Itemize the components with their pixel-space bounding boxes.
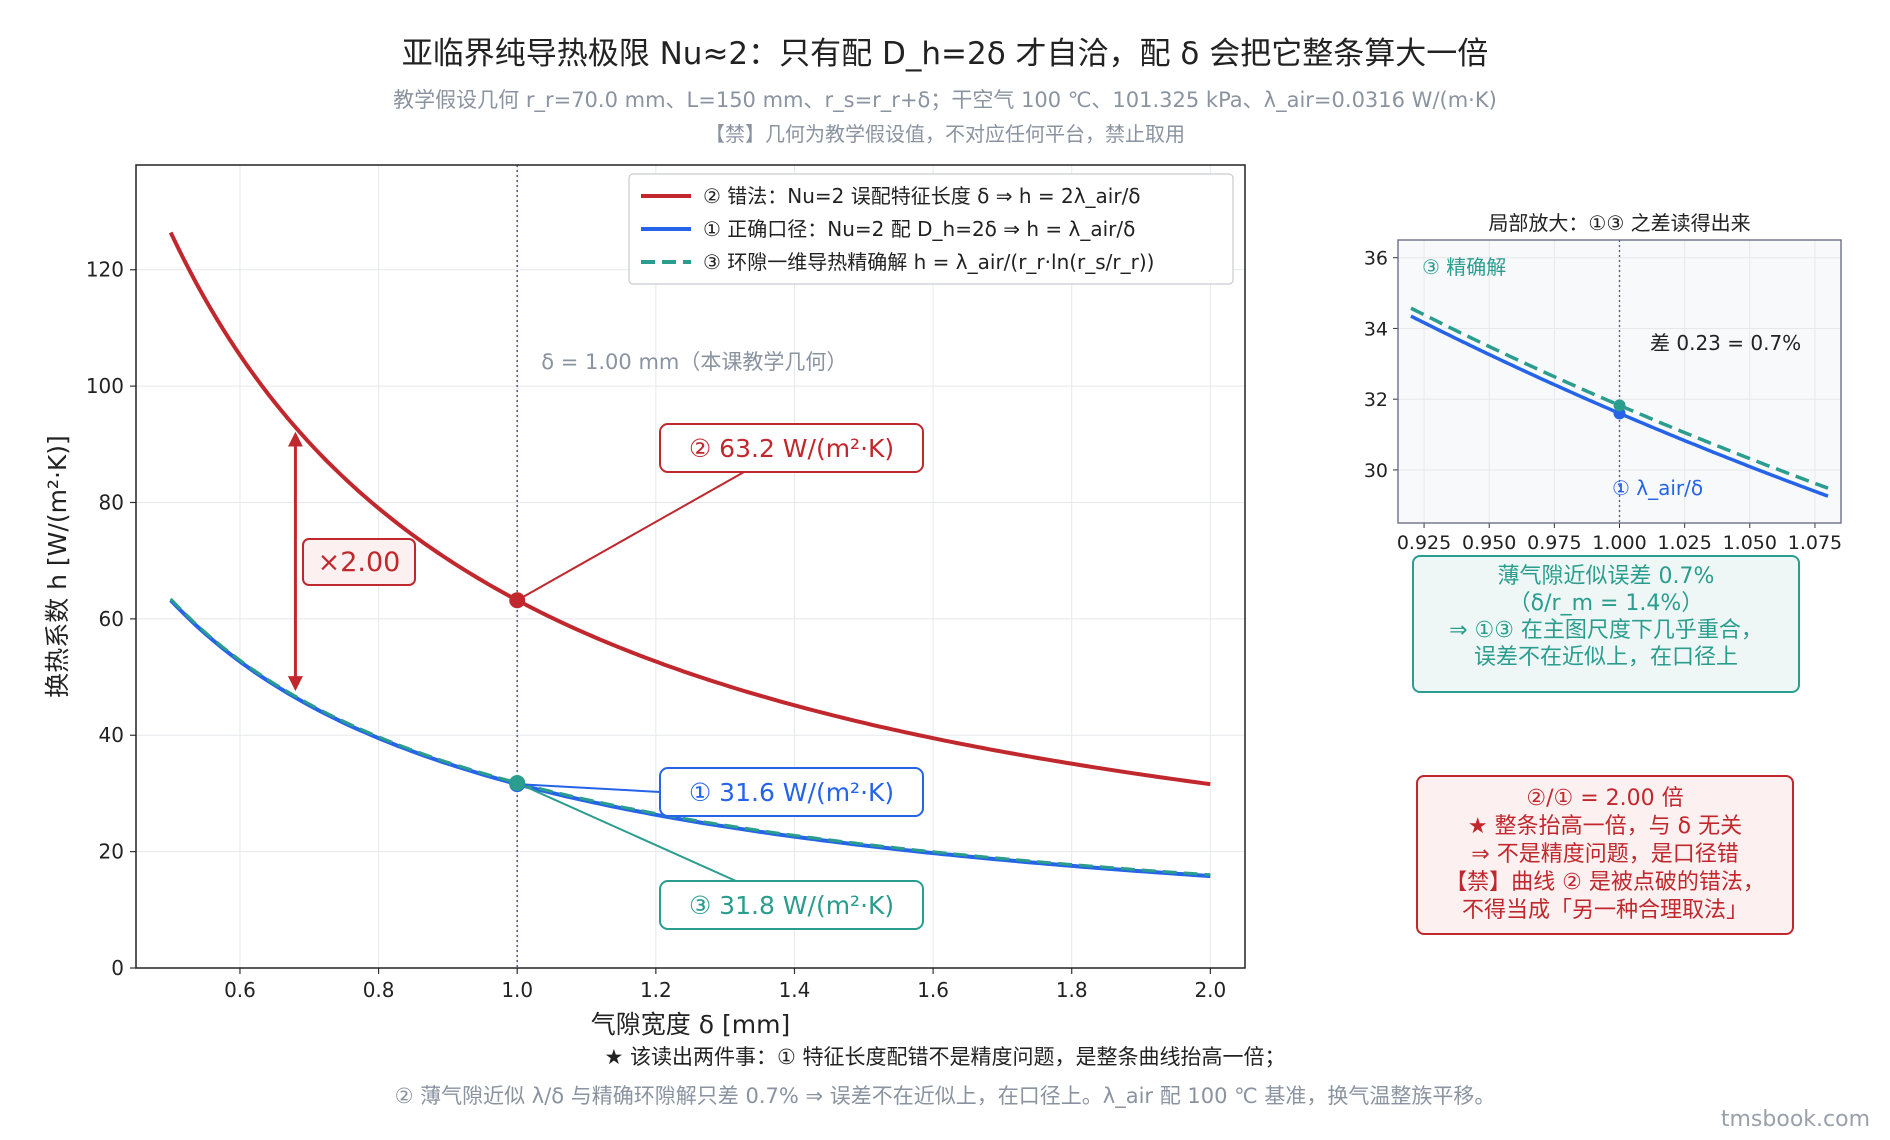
legend-label-wrong: ② 错法：Nu=2 误配特征长度 δ ⇒ h = 2λ_air/δ [703,184,1141,208]
info-green-line-3: ⇒ ①③ 在主图尺度下几乎重合， [1449,618,1763,643]
main-axes: 0.6 0.8 1.0 1.2 1.4 1.6 1.8 2.0 0 20 40 60 80 100 120 气… [43,164,1246,1039]
info-red-line-1: ②/① = 2.00 倍 [1526,786,1684,811]
point-marker-exact [509,774,526,791]
main-annotations: δ = 1.00 mm（本课教学几何） ② 错法：Nu=2 误配特征长度 δ ⇒ … [287,173,1234,930]
info-red-line-2: ★ 整条抬高一倍，与 δ 无关 [1467,814,1743,839]
y-tick-label: 60 [99,607,124,631]
legend-frame [628,173,1234,285]
inset-x-tick-label: 1.025 [1657,532,1711,554]
callout-label-exact: ③ 31.8 W/(m²·K) [689,891,894,920]
callout-leader-exact [516,782,737,882]
inset-title: 局部放大：①③ 之差读得出来 [1488,211,1750,235]
y-tick-label: 40 [99,723,124,747]
inset-diff-label: 差 0.23 = 0.7% [1650,331,1801,355]
info-green-line-2: （δ/r_m = 1.4%） [1508,591,1704,616]
subtitle-warning: 【禁】几何为教学假设值，不对应任何平台，禁止取用 [705,122,1185,146]
info-box-ratio: ②/① = 2.00 倍 ★ 整条抬高一倍，与 δ 无关 ⇒ 不是精度问题，是口… [1416,775,1794,935]
x-tick-label: 0.8 [363,978,395,1002]
callout-box-correct [659,767,924,817]
legend: ② 错法：Nu=2 误配特征长度 δ ⇒ h = 2λ_air/δ ① 正确口径：… [628,173,1234,285]
inset-x-tick-label: 0.950 [1462,532,1516,554]
y-tick-label: 0 [111,956,124,980]
y-axis-label: 换热系数 h [W/(m²·K)] [43,435,72,698]
info-red-line-5: 不得当成「另一种合理取法」 [1461,898,1748,923]
inset-x-tick-label: 1.000 [1592,532,1646,554]
inset-axes: 0.925 0.950 0.975 1.000 1.025 1.050 1.075 30 32 3… [1364,211,1842,554]
x-tick-label: 2.0 [1194,978,1226,1002]
series-line-exact [169,597,1211,877]
y-tick-label: 100 [86,374,124,398]
main-curves [168,165,1211,968]
footer-line-2: ② 薄气隙近似 λ/δ 与精确环隙解只差 0.7% ⇒ 误差不在近似上，在口径上… [394,1084,1496,1108]
page-title: 亚临界纯导热极限 Nu≈2：只有配 D_h=2δ 才自洽，配 δ 会把它整条算大… [401,36,1489,72]
inset-x-tick-label: 0.925 [1397,532,1451,554]
inset-point-exact [1613,399,1626,412]
vline-label: δ = 1.00 mm（本课教学几何） [541,350,847,374]
x-tick-label: 1.8 [1056,978,1088,1002]
info-red-line-3: ⇒ 不是精度问题，是口径错 [1471,842,1739,867]
x-tick-label: 1.4 [779,978,811,1002]
series-line-wrong [168,231,1211,787]
inset-series-exact [1410,306,1829,490]
inset-x-tick-label: 1.050 [1723,532,1777,554]
info-green-line-1: 薄气隙近似误差 0.7% [1497,564,1715,589]
ratio-label: ×2.00 [318,547,401,578]
y-tick-label: 120 [86,258,124,282]
inset-curves [1410,240,1829,523]
y-tick-label: 80 [99,490,124,514]
subtitle-geometry: 教学假设几何 r_r=70.0 mm、L=150 mm、r_s=r_r+δ；干空… [393,88,1497,112]
main-plot-frame [135,164,1246,969]
x-tick-label: 0.6 [224,978,256,1002]
callout-label-correct: ① 31.6 W/(m²·K) [689,778,894,807]
inset-y-tick-label: 36 [1364,248,1388,270]
info-green-line-4: 误差不在近似上，在口径上 [1473,645,1738,670]
info-box-approximation: 薄气隙近似误差 0.7% （δ/r_m = 1.4%） ⇒ ①③ 在主图尺度下几… [1412,555,1800,693]
x-tick-label: 1.0 [501,978,533,1002]
inset-x-tick-label: 1.075 [1788,532,1842,554]
inset-y-tick-label: 32 [1364,389,1388,411]
inset-label-exact: ③ 精确解 [1422,255,1506,279]
callout-label-wrong: ② 63.2 W/(m²·K) [689,434,894,463]
legend-label-correct: ① 正确口径：Nu=2 配 D_h=2δ ⇒ h = λ_air/δ [703,217,1135,241]
point-marker-wrong [509,592,526,609]
callout-box-exact [659,880,924,930]
inset-y-tick-label: 34 [1364,318,1388,340]
callout-leader-wrong [516,471,745,602]
ratio-label-box [302,538,416,586]
legend-label-exact: ③ 环隙一维导热精确解 h = λ_air/(r_r·ln(r_s/r_r)) [703,250,1154,274]
x-tick-label: 1.6 [917,978,949,1002]
info-red-line-4: 【禁】曲线 ② 是被点破的错法， [1445,870,1765,895]
callout-box-wrong [659,423,924,473]
inset-label-correct: ① λ_air/δ [1612,476,1703,500]
x-axis-label: 气隙宽度 δ [mm] [591,1010,790,1039]
footer-line-1: ★ 该读出两件事：① 特征长度配错不是精度问题，是整条曲线抬高一倍； [604,1045,1286,1069]
callout-leader-correct [517,783,661,793]
inset-frame [1397,239,1842,524]
inset-y-tick-label: 30 [1364,460,1388,482]
y-tick-label: 20 [99,840,124,864]
inset-x-tick-label: 0.975 [1527,532,1581,554]
series-line-correct [169,598,1211,879]
brand-watermark: tmsbook.com [1720,1107,1870,1132]
x-tick-label: 1.2 [640,978,672,1002]
